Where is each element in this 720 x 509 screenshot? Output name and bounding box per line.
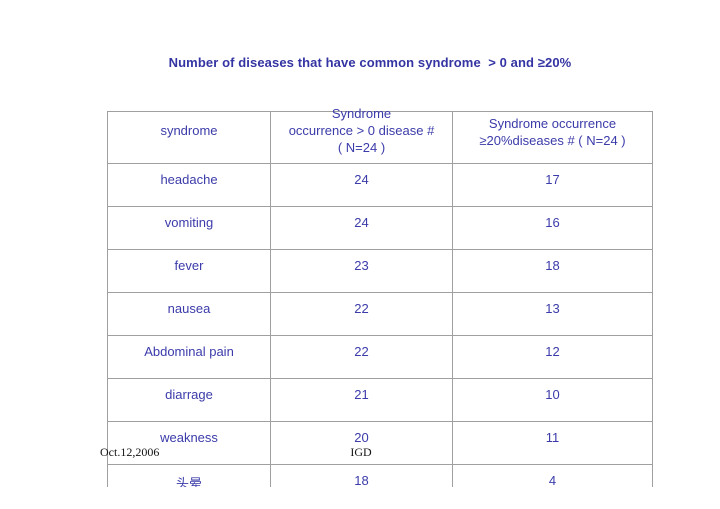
table-row-syndrome-cell: nausea: [108, 293, 271, 336]
table-row-gt0-cell: 24: [271, 164, 453, 207]
header-label-occurrence-ge20: Syndrome occurrence ≥20%diseases # ( N=2…: [479, 116, 626, 148]
table-row-gt0-cell: 24: [271, 207, 453, 250]
slide-title: Number of diseases that have common synd…: [168, 55, 572, 70]
table-row-ge20-cell: 12: [453, 336, 652, 379]
footer-org-label: IGD: [350, 445, 372, 459]
table-row-gt0-cell: 22: [271, 336, 453, 379]
table-clip-region: syndrome Syndrome occurrence > 0 disease…: [107, 100, 654, 487]
table-row-syndrome-cell: weakness: [108, 422, 271, 465]
table-row-syndrome-cell: diarrage: [108, 379, 271, 422]
table-row-syndrome-cell: vomiting: [108, 207, 271, 250]
table-row-gt0-cell: 18: [271, 465, 453, 487]
table-row-syndrome-cell: headache: [108, 164, 271, 207]
table-row-ge20-cell: 17: [453, 164, 652, 207]
header-cell-occurrence-ge20: Syndrome occurrence ≥20%diseases # ( N=2…: [453, 112, 652, 164]
table-row-ge20-cell: 18: [453, 250, 652, 293]
table-row-gt0-cell: 23: [271, 250, 453, 293]
table-row-ge20-cell: 16: [453, 207, 652, 250]
footer-date: Oct.12,2006: [100, 445, 160, 459]
table-row-gt0-cell: 21: [271, 379, 453, 422]
table-row-ge20-cell: 4: [453, 465, 652, 487]
header-label-occurrence-gt0: Syndrome occurrence > 0 disease # ( N=24…: [288, 106, 435, 155]
table-row-syndrome-cell: Abdominal pain: [108, 336, 271, 379]
table-row-syndrome-cell: fever: [108, 250, 271, 293]
table-row-ge20-cell: 10: [453, 379, 652, 422]
header-cell-occurrence-gt0: Syndrome occurrence > 0 disease # ( N=24…: [271, 106, 453, 164]
header-label-syndrome: syndrome: [160, 123, 218, 138]
header-cell-syndrome: syndrome: [108, 112, 271, 164]
table-row-gt0-cell: 20: [271, 422, 453, 465]
table-row-syndrome-cell: 头晕: [108, 465, 271, 487]
syndrome-table: syndrome Syndrome occurrence > 0 disease…: [107, 106, 653, 487]
table-row-gt0-cell: 22: [271, 293, 453, 336]
table-row-ge20-cell: 11: [453, 422, 652, 465]
table-row-ge20-cell: 13: [453, 293, 652, 336]
